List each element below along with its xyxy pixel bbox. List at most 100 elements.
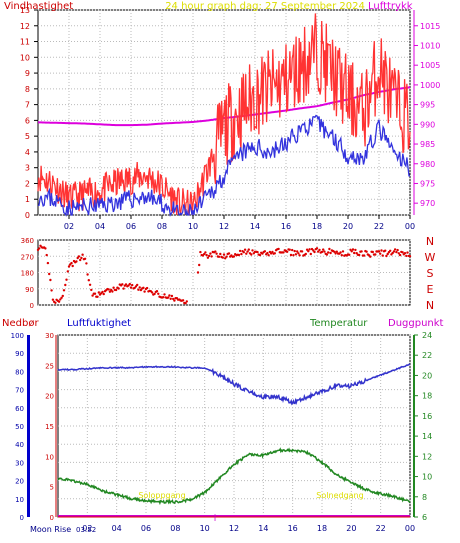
direction-point — [308, 248, 311, 251]
series-temperatur — [57, 447, 411, 506]
direction-point — [79, 258, 82, 262]
direction-point — [286, 250, 289, 253]
direction-point — [318, 248, 321, 252]
direction-point — [57, 300, 61, 303]
direction-point — [296, 250, 299, 253]
direction-point — [401, 251, 404, 254]
temperature-label: Temperatur — [309, 318, 368, 329]
direction-point — [369, 255, 372, 258]
direction-point — [62, 289, 66, 292]
precip-tick-label: 30 — [45, 332, 54, 340]
direction-point — [358, 253, 361, 257]
direction-point — [245, 252, 248, 255]
x-tick-label: 22 — [374, 222, 384, 231]
direction-point — [111, 290, 114, 293]
direction-point — [38, 247, 41, 250]
direction-point — [137, 288, 140, 291]
humidity-tick-label: 40 — [15, 441, 24, 449]
direction-point — [203, 252, 206, 256]
direction-point — [61, 294, 64, 298]
direction-point — [317, 250, 320, 253]
humidity-tick-label: 80 — [15, 368, 24, 376]
direction-point — [210, 255, 213, 258]
direction-point — [173, 299, 176, 302]
direction-point — [75, 260, 78, 263]
direction-point — [169, 297, 172, 300]
direction-point — [114, 288, 118, 292]
direction-point — [377, 250, 381, 253]
x-tick-label: 00 — [405, 524, 415, 533]
direction-point — [153, 292, 156, 296]
direction-point — [277, 247, 280, 251]
direction-point — [128, 282, 131, 286]
direction-point — [374, 253, 377, 256]
direction-point — [124, 283, 128, 286]
direction-point — [365, 250, 368, 253]
direction-point — [117, 287, 120, 290]
humidity-label: Luftfuktighet — [67, 318, 131, 329]
temperature-tick-label: 8 — [422, 493, 427, 502]
direction-point — [397, 252, 400, 255]
direction-point — [121, 283, 124, 286]
direction-point — [238, 249, 242, 253]
x-tick-label: 08 — [170, 524, 180, 533]
direction-point — [298, 254, 301, 257]
direction-point — [88, 283, 92, 286]
direction-point — [129, 286, 133, 289]
direction-point — [271, 250, 274, 254]
x-tick-label: 16 — [281, 222, 291, 231]
direction-point — [204, 251, 207, 254]
direction-point — [362, 254, 366, 257]
direction-point — [403, 252, 407, 255]
direction-point — [266, 251, 269, 255]
right-tick-label: 970 — [420, 199, 435, 208]
direction-point — [292, 254, 295, 257]
direction-point — [157, 292, 160, 295]
humidity-tick-label: 0 — [20, 514, 24, 522]
direction-point — [335, 250, 338, 253]
direction-tick-label: 0 — [30, 302, 34, 310]
direction-point — [49, 278, 52, 282]
direction-point — [185, 300, 188, 303]
direction-point — [393, 248, 397, 251]
direction-point — [90, 288, 93, 292]
direction-tick-label: 270 — [21, 253, 34, 261]
right-tick-label: 1015 — [420, 22, 440, 31]
compass-label: W — [425, 251, 436, 264]
direction-point — [341, 250, 345, 253]
x-tick-label: 16 — [288, 524, 298, 533]
direction-point — [247, 248, 250, 251]
direction-point — [297, 252, 300, 255]
direction-point — [45, 253, 48, 257]
direction-point — [379, 252, 382, 255]
direction-point — [122, 287, 125, 290]
direction-point — [389, 249, 392, 252]
precip-tick-label: 10 — [45, 453, 54, 461]
temperature-tick-label: 6 — [422, 513, 427, 522]
direction-point — [168, 294, 171, 297]
temperature-tick-label: 18 — [422, 392, 432, 401]
direction-point — [396, 248, 399, 252]
left-tick-label: 10 — [20, 53, 30, 62]
x-tick-label: 20 — [346, 524, 356, 533]
direction-point — [181, 299, 185, 302]
direction-point — [199, 250, 202, 254]
dewpoint-label: Duggpunkt — [388, 318, 444, 329]
direction-point — [145, 286, 149, 290]
direction-point — [237, 253, 241, 257]
direction-point — [250, 253, 253, 256]
right-tick-label: 990 — [420, 120, 435, 129]
direction-point — [184, 302, 187, 305]
direction-point — [60, 296, 63, 299]
direction-point — [243, 248, 247, 251]
moonrise-time: 03:52 — [76, 526, 96, 534]
direction-point — [97, 291, 101, 294]
precip-tick-label: 15 — [45, 423, 54, 431]
direction-point — [86, 273, 89, 276]
temperature-tick-label: 20 — [422, 371, 432, 380]
x-tick-label: 10 — [188, 222, 198, 231]
direction-point — [350, 250, 353, 253]
humidity-tick-label: 20 — [15, 478, 24, 486]
